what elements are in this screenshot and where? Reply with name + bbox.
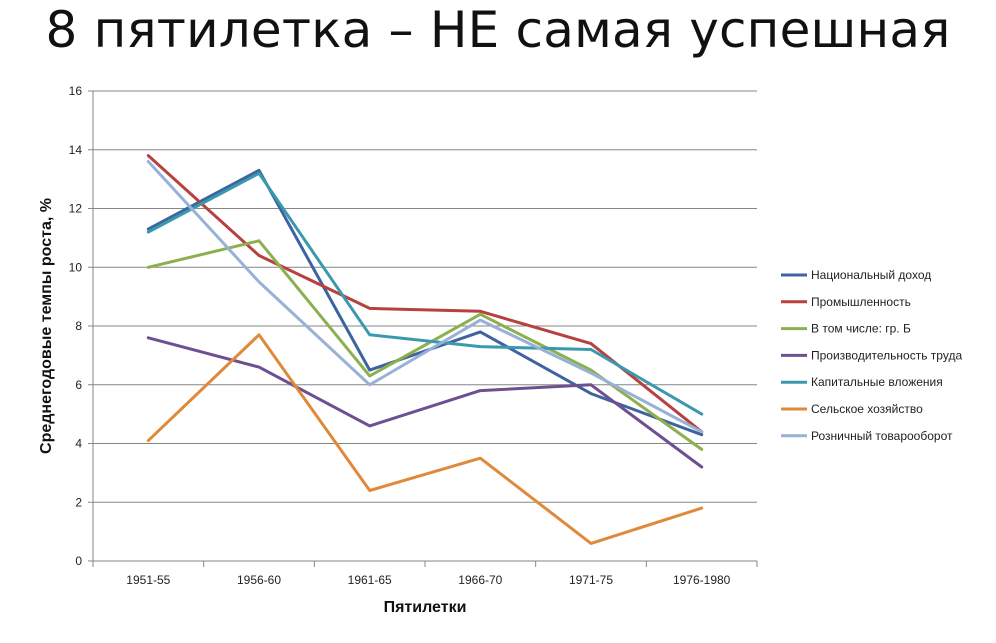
y-tick-label: 10	[69, 260, 83, 274]
series-lines	[146, 154, 704, 545]
series-line-6	[146, 333, 704, 545]
series-line-7	[146, 160, 704, 434]
x-tick-label: 1976-1980	[673, 573, 731, 587]
y-axis-ticks: 0 2 4 6 8 10 12 14 16	[69, 84, 93, 568]
series-line-2	[146, 154, 704, 434]
legend: Национальный доход Промышленность В том чи…	[781, 268, 962, 443]
x-tick-label: 1956-60	[237, 573, 281, 587]
legend-label: Сельское хозяйство	[811, 402, 923, 416]
series-line-3	[146, 239, 704, 451]
x-axis-title: Пятилетки	[384, 599, 467, 616]
y-tick-label: 14	[69, 143, 83, 157]
x-tick-label: 1966-70	[458, 573, 502, 587]
y-axis-title: Среднегодовые темпы роста, %	[38, 198, 55, 454]
y-tick-label: 0	[75, 554, 82, 568]
series-line-5	[146, 171, 704, 416]
series-line-4	[146, 336, 704, 469]
y-tick-label: 8	[75, 319, 82, 333]
x-axis-ticks: 1951-55 1956-60 1961-65 1966-70 1971-75 1976-…	[92, 561, 758, 587]
series-line-1	[146, 168, 704, 437]
legend-label: В том числе: гр. Б	[811, 322, 911, 336]
legend-label: Промышленность	[811, 295, 911, 309]
y-tick-label: 2	[75, 495, 82, 509]
gridlines	[93, 90, 757, 503]
legend-label: Производительность труда	[811, 348, 962, 362]
x-tick-label: 1971-75	[569, 573, 613, 587]
y-tick-label: 6	[75, 378, 82, 392]
legend-label: Капитальные вложения	[811, 375, 943, 389]
x-tick-label: 1961-65	[348, 573, 392, 587]
x-tick-label: 1951-55	[126, 573, 170, 587]
y-tick-label: 12	[69, 202, 83, 216]
legend-label: Розничный товарооборот	[811, 429, 953, 443]
legend-label: Национальный доход	[811, 268, 931, 282]
y-tick-label: 4	[75, 437, 82, 451]
y-tick-label: 16	[69, 84, 83, 98]
slide-title: 8 пятилетка – НЕ самая успешная	[45, 1, 951, 59]
